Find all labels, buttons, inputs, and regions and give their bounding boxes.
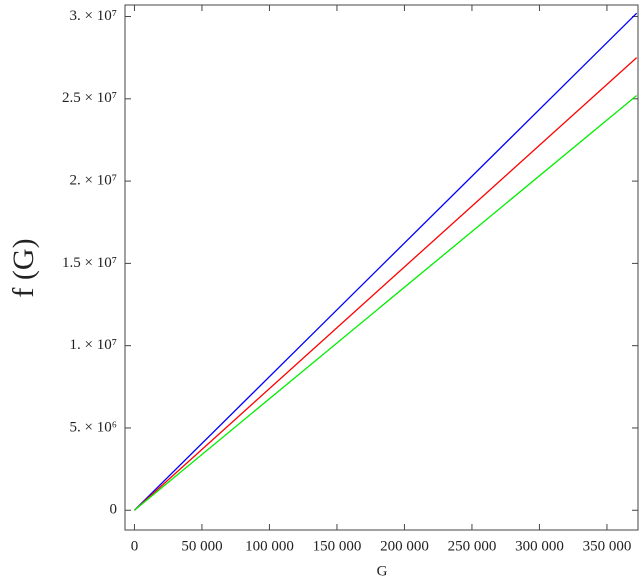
y-tick-label: 3. × 10⁷ — [70, 8, 117, 24]
x-tick-label: 100 000 — [245, 538, 294, 554]
plot-frame — [124, 4, 639, 531]
y-tick-label: 5. × 10⁶ — [70, 419, 117, 435]
series-line — [133, 12, 638, 511]
y-tick-label: 0 — [110, 502, 118, 518]
y-tick-label: 1.5 × 10⁷ — [62, 255, 117, 271]
series-line — [134, 95, 638, 511]
y-tick-label: 2.5 × 10⁷ — [62, 90, 117, 106]
y-tick-label: 2. × 10⁷ — [70, 173, 117, 189]
x-tick-label: 50 000 — [181, 538, 222, 554]
x-tick-label: 0 — [131, 538, 139, 554]
x-tick-label: 200 000 — [380, 538, 429, 554]
x-tick-label: 150 000 — [313, 538, 362, 554]
y-tick-label: 1. × 10⁷ — [70, 337, 117, 353]
y-axis-label: f (G) — [7, 238, 40, 297]
x-tick-label: 250 000 — [448, 538, 497, 554]
series-line — [134, 57, 638, 511]
x-axis-label: G — [377, 563, 388, 579]
x-tick-label: 300 000 — [515, 538, 564, 554]
x-tick-label: 350 000 — [583, 538, 632, 554]
